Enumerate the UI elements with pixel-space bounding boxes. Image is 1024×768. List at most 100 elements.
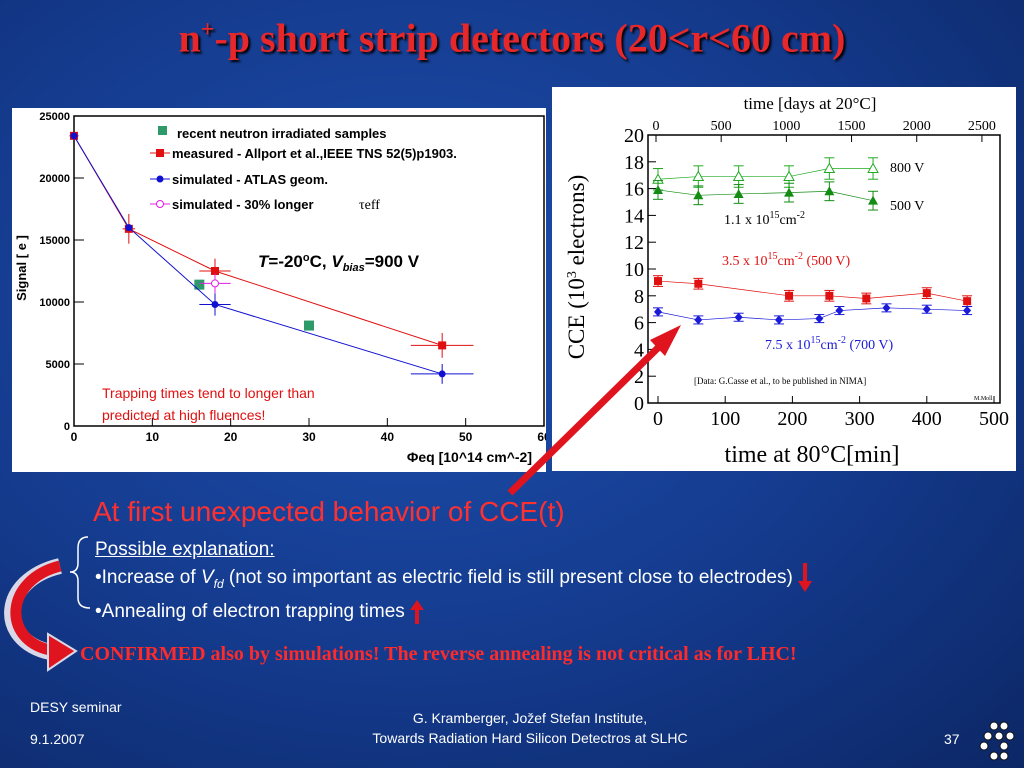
data-point	[653, 184, 663, 194]
data-point	[438, 370, 446, 378]
data-point	[815, 314, 824, 324]
arrow-down-icon	[798, 563, 813, 592]
data-point	[868, 195, 879, 205]
data-point	[70, 132, 78, 140]
curved-arrow-head	[47, 632, 78, 672]
data-point	[825, 291, 834, 300]
top-tick-label: 2000	[903, 119, 931, 134]
title-rest: -p short strip detectors (20<r<60 cm)	[214, 15, 846, 61]
y-tick-label: 5000	[46, 359, 70, 371]
x-tick-label: 60	[537, 430, 546, 444]
plot-frame	[73, 115, 545, 427]
data-point	[867, 162, 879, 173]
data-point	[823, 162, 836, 173]
x-tick-label: 500	[979, 408, 1009, 430]
legend-longer: simulated - 30% longer	[172, 197, 314, 212]
top-tick-label: 500	[711, 119, 732, 134]
label-fluence-1: 1.1 x 1015cm-2	[724, 210, 805, 228]
footer-date: 9.1.2007	[30, 731, 85, 747]
bullet-increase-vfd: •Increase of Vfd (not so important as el…	[95, 563, 813, 598]
footer-author-line-2: Towards Radiation Hard Silicon Detectros…	[372, 730, 688, 746]
brace-icon	[69, 536, 91, 609]
signal-chart-svg: Signal [ e ] Φeq [10^14 cm^-2] 0 10 20 30 40…	[14, 111, 546, 465]
credit: M.Moll	[974, 396, 993, 402]
x-tick-label: 0	[71, 430, 78, 444]
top-tick-label: 0	[653, 119, 660, 134]
y-tick-label: 0	[634, 393, 644, 415]
data-note: [Data: G.Casse et al., to be published i…	[694, 376, 866, 386]
data-point	[882, 303, 891, 313]
label-fluence-3: 7.5 x 1015cm-2 (700 V)	[765, 335, 893, 353]
data-point	[693, 190, 704, 200]
y-tick-label: 6	[634, 313, 644, 335]
explanation-heading: Possible explanation:	[95, 539, 275, 560]
x-tick-label: 100	[710, 408, 740, 430]
data-point	[784, 187, 795, 197]
series-line	[73, 135, 443, 375]
headline: At first unexpected behavior of CCE(t)	[93, 496, 565, 527]
y-tick-label: 10	[624, 259, 644, 281]
title-main: n	[178, 15, 201, 61]
label-800v: 800 V	[890, 161, 924, 176]
condition-label: T=-20oC, Vbias=900 V	[258, 252, 420, 274]
y-tick-label: 16	[624, 179, 644, 201]
top-axis-label: time [days at 20°C]	[744, 94, 877, 113]
y-tick-label: 15000	[39, 235, 70, 247]
page-number: 37	[944, 731, 960, 747]
y-tick-label: 18	[624, 152, 644, 174]
explanation-block: Possible explanation: •Increase of Vfd (…	[95, 536, 813, 625]
footer-author: G. Kramberger, Jožef Stefan Institute, T…	[270, 708, 790, 748]
y-axis-label: CCE (103 electrons)	[564, 175, 589, 360]
data-point	[694, 279, 703, 288]
data-point	[734, 312, 743, 322]
institute-logo	[979, 721, 1015, 761]
x-tick-label: 10	[146, 430, 160, 444]
footer-event: DESY seminar	[30, 699, 122, 715]
data-point	[824, 186, 835, 196]
cce-chart-svg: time [days at 20°C] time at 80°C[min] CC…	[564, 94, 1009, 468]
x-tick-label: 30	[302, 430, 316, 444]
data-point	[922, 304, 931, 314]
legend-marker-neutron	[158, 126, 167, 135]
legend-marker-longer	[156, 200, 164, 208]
x-tick-label: 40	[381, 430, 395, 444]
data-point	[211, 279, 219, 288]
y-axis-label: Signal [ e ]	[14, 235, 29, 301]
legend-marker-atlas	[156, 175, 164, 183]
top-tick-label: 1500	[838, 119, 866, 134]
data-point	[125, 224, 133, 232]
data-point	[211, 300, 219, 308]
y-tick-label: 12	[624, 232, 644, 254]
annotation-line-2: predicted at high fluences!	[102, 407, 265, 423]
series-line	[657, 280, 968, 302]
data-point	[963, 297, 972, 306]
x-tick-label: 300	[845, 408, 875, 430]
slide-title: n+-p short strip detectors (20<r<60 cm)	[0, 0, 1024, 68]
data-point	[692, 170, 705, 182]
x-axis-label: time at 80°C[min]	[725, 442, 900, 468]
y-tick-label: 2	[634, 366, 644, 388]
x-tick-label: 400	[912, 408, 942, 430]
data-point	[783, 170, 795, 182]
bullet-annealing: •Annealing of electron trapping times	[95, 598, 812, 625]
data-point	[304, 320, 314, 331]
y-tick-label: 4	[634, 339, 644, 361]
data-point	[835, 306, 844, 316]
legend-marker-measured	[156, 149, 164, 157]
y-tick-label: 14	[624, 205, 644, 227]
curved-arrow-shadow	[4, 558, 63, 660]
data-point	[733, 188, 744, 198]
x-tick-label: 20	[224, 430, 238, 444]
legend-neutron: recent neutron irradiated samples	[177, 126, 387, 141]
signal-vs-fluence-chart: Signal [ e ] Φeq [10^14 cm^-2] 0 10 20 30 40…	[12, 108, 546, 472]
data-point	[732, 170, 745, 182]
arrow-up-icon	[410, 599, 425, 624]
x-axis-label: Φeq [10^14 cm^-2]	[407, 449, 532, 465]
y-tick-label: 25000	[39, 111, 70, 123]
x-tick-label: 50	[459, 430, 473, 444]
data-point	[862, 294, 871, 303]
confirmed-statement: CONFIRMED also by simulations! The rever…	[80, 643, 797, 665]
y-tick-label: 20	[624, 125, 644, 147]
y-tick-label: 0	[64, 421, 70, 433]
data-point	[963, 306, 972, 316]
